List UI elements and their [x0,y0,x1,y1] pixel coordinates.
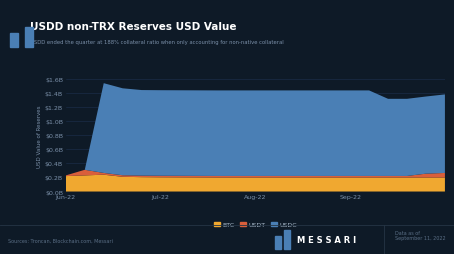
Bar [275,236,281,249]
Bar [284,230,290,249]
Text: M E S S A R I: M E S S A R I [297,235,356,244]
Legend: BTC, USDT, USDC: BTC, USDT, USDC [211,219,300,230]
Text: Sources: Troncan, Blockchain.com, Messari: Sources: Troncan, Blockchain.com, Messar… [8,237,113,243]
Y-axis label: USD Value of Reserves: USD Value of Reserves [37,105,42,167]
Text: Data as of
September 11, 2022: Data as of September 11, 2022 [395,230,446,240]
Text: USDD non-TRX Reserves USD Value: USDD non-TRX Reserves USD Value [30,22,236,31]
Text: USDD ended the quarter at 188% collateral ratio when only accounting for non-nat: USDD ended the quarter at 188% collatera… [30,39,283,44]
